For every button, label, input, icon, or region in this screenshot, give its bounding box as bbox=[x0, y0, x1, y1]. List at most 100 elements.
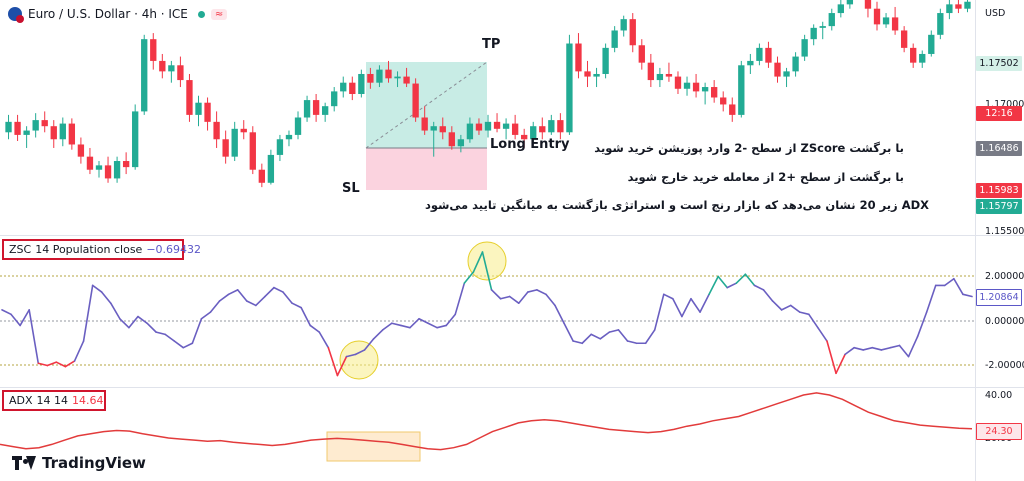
strategy-note-entry: با برگشت ZScore از سطح -2 وارد پوزیشن خر… bbox=[594, 141, 904, 155]
candle-body bbox=[530, 126, 537, 140]
zscore-segment bbox=[155, 331, 166, 336]
zscore-segment bbox=[264, 286, 275, 298]
zscore-axis-tick: -2.00000 bbox=[985, 360, 1024, 371]
candle-body bbox=[756, 47, 763, 61]
candle-body bbox=[394, 76, 401, 79]
zscore-segment bbox=[82, 284, 94, 342]
candle-body bbox=[340, 82, 347, 92]
status-badge[interactable]: ≈ bbox=[210, 8, 228, 20]
zscore-segment bbox=[735, 273, 747, 284]
tradingview-logo-text: TradingView bbox=[42, 454, 146, 472]
candle-body bbox=[602, 47, 609, 74]
zscore-segment bbox=[617, 329, 629, 342]
candle-body bbox=[620, 19, 627, 31]
zscore-params: 14 Population close bbox=[35, 243, 143, 256]
candle-body bbox=[511, 123, 519, 135]
candle-body bbox=[32, 120, 39, 131]
adx-name: ADX bbox=[9, 394, 33, 407]
candle-body bbox=[873, 8, 881, 25]
candle-body bbox=[584, 71, 591, 77]
candle-body bbox=[819, 26, 826, 28]
zscore-segment bbox=[835, 353, 846, 375]
zscore-segment bbox=[64, 360, 76, 368]
candle-body bbox=[331, 91, 338, 107]
zscore-highlight-low bbox=[339, 340, 379, 380]
zscore-segment bbox=[173, 340, 185, 349]
stop-loss-zone bbox=[366, 148, 487, 190]
adx-line bbox=[0, 392, 973, 451]
symbol-header[interactable]: Euro / U.S. Dollar · 4h · ICE ≈ bbox=[8, 6, 228, 23]
zscore-segment bbox=[662, 293, 674, 300]
strategy-note-exit: با برگشت از سطح +2 از معامله خرید خارج ش… bbox=[627, 170, 904, 184]
candle-body bbox=[774, 62, 781, 77]
candlestick-series bbox=[5, 0, 971, 188]
adx-legend[interactable]: ADX 14 14 14.64 bbox=[2, 390, 106, 411]
candle-body bbox=[557, 120, 564, 133]
zscore-segment bbox=[644, 329, 656, 345]
candle-body bbox=[466, 123, 474, 140]
zscore-segment bbox=[119, 317, 130, 329]
zscore-segment bbox=[327, 346, 339, 377]
candle-body bbox=[674, 76, 682, 89]
zscore-segment bbox=[55, 361, 67, 368]
candle-body bbox=[711, 87, 718, 98]
candle-body bbox=[955, 4, 962, 9]
zscore-segment bbox=[273, 286, 284, 293]
zscore-segment bbox=[300, 306, 312, 327]
candle-body bbox=[312, 100, 320, 115]
candle-body bbox=[828, 13, 835, 27]
tradingview-logo[interactable]: TradingView bbox=[12, 454, 146, 472]
zscore-segment bbox=[563, 322, 574, 342]
candle-body bbox=[665, 73, 673, 77]
candle-body bbox=[638, 45, 645, 63]
candle-body bbox=[864, 0, 872, 9]
zscore-segment bbox=[381, 322, 393, 331]
zscore-segment bbox=[282, 291, 293, 305]
candle-body bbox=[276, 139, 284, 155]
price-axis-currency[interactable]: USD bbox=[985, 8, 1006, 19]
zscore-segment bbox=[826, 340, 837, 375]
candle-body bbox=[448, 132, 455, 147]
zscore-segment bbox=[898, 344, 910, 358]
candle-body bbox=[439, 126, 446, 133]
candle-body bbox=[141, 39, 148, 112]
candle-body bbox=[122, 161, 130, 168]
zscore-segment bbox=[672, 297, 683, 318]
zscore-segment bbox=[517, 291, 529, 305]
strategy-note-adx: ADX زیر 20 نشان می‌دهد که بازار رنج است … bbox=[424, 198, 929, 212]
candle-body bbox=[367, 73, 374, 83]
adx-axis-tick: 40.00 bbox=[985, 390, 1013, 401]
zscore-segment bbox=[862, 346, 874, 351]
zscore-segment bbox=[871, 346, 883, 351]
candle-body bbox=[575, 43, 582, 72]
candle-body bbox=[701, 87, 709, 92]
zscore-segment bbox=[354, 349, 366, 356]
candle-body bbox=[611, 30, 618, 48]
candle-body bbox=[385, 69, 392, 79]
zscore-name: ZSC bbox=[9, 243, 32, 256]
zscore-legend[interactable]: ZSC 14 Population close −0.69432 bbox=[2, 239, 201, 260]
candle-body bbox=[891, 17, 899, 31]
zscore-segment bbox=[363, 337, 375, 351]
candle-body bbox=[964, 1, 971, 9]
zscore-segment bbox=[581, 333, 593, 345]
zscore-segment bbox=[445, 313, 457, 327]
zscore-segment bbox=[726, 282, 738, 289]
candle-body bbox=[358, 73, 365, 94]
zscore-segment bbox=[372, 329, 384, 340]
zscore-segment bbox=[10, 313, 21, 327]
price-tag: 1.16486 bbox=[976, 141, 1022, 156]
price-axis-tick: 1.15500 bbox=[985, 226, 1024, 237]
zscore-segment bbox=[318, 331, 330, 349]
zscore-segment bbox=[789, 304, 801, 313]
zscore-segment bbox=[499, 295, 511, 300]
zscore-segment bbox=[962, 293, 973, 298]
candle-body bbox=[629, 19, 636, 46]
candle-body bbox=[900, 30, 908, 48]
zscore-segment bbox=[454, 282, 466, 316]
candle-body bbox=[430, 126, 437, 131]
zscore-segment bbox=[508, 295, 520, 305]
candle-body bbox=[86, 156, 94, 170]
candle-body bbox=[493, 121, 501, 129]
zscore-axis-tick: 2.00000 bbox=[985, 271, 1024, 282]
